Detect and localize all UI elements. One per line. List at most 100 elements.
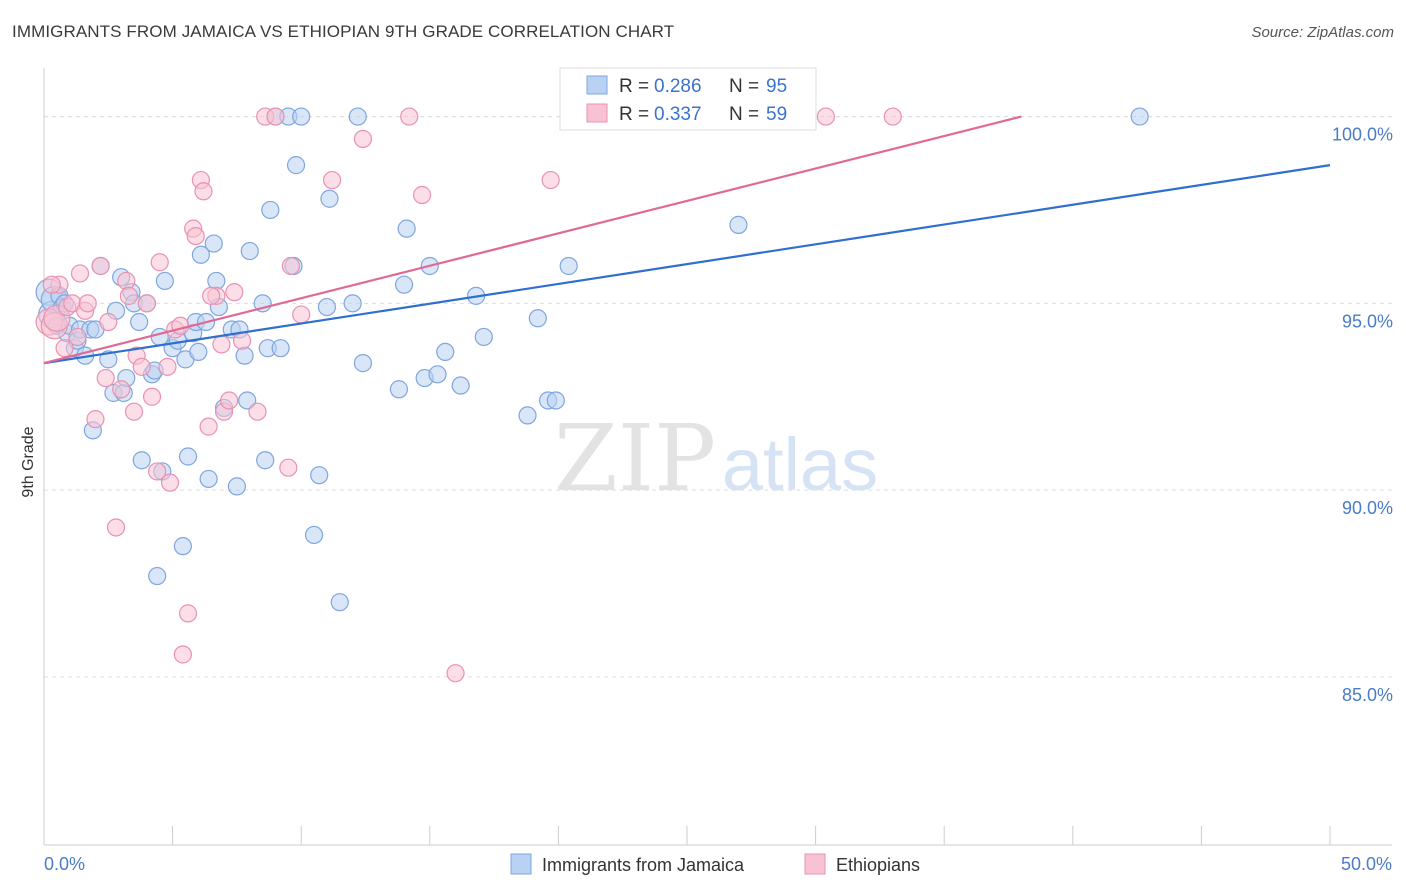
legend-r-value-ethiopians: 0.337 — [654, 104, 702, 125]
legend-r-label-jamaica: R = — [619, 76, 649, 97]
ethiopians-point-7 — [70, 264, 90, 283]
ethiopians-point-51 — [446, 664, 465, 683]
jamaica-point-90 — [729, 215, 748, 234]
jamaica-point-80 — [451, 376, 470, 395]
chart-title: IMMIGRANTS FROM JAMAICA VS ETHIOPIAN 9TH… — [12, 22, 675, 41]
legend-n-label-ethiopians: N = — [729, 104, 759, 125]
jamaica-point-72 — [353, 354, 373, 373]
ethiopians-point-14 — [112, 380, 131, 399]
jamaica-point-84 — [528, 309, 547, 328]
jamaica-point-36 — [173, 537, 192, 556]
jamaica-point-38 — [178, 447, 198, 466]
x-tick-label-min: 0.0% — [44, 854, 85, 874]
ethiopians-point-9 — [78, 294, 97, 313]
jamaica-point-53 — [238, 391, 257, 410]
ethiopians-point-10 — [86, 410, 105, 429]
ethiopians-point-17 — [124, 402, 144, 421]
jamaica-point-63 — [286, 156, 306, 175]
ethiopians-point-46 — [292, 305, 311, 324]
legend-swatch-ethiopians — [586, 103, 608, 123]
jamaica-point-82 — [474, 327, 493, 347]
jamaica-point-68 — [320, 189, 339, 208]
watermark: ZIP atlas — [554, 405, 878, 512]
jamaica-trend-line — [43, 164, 1331, 365]
ethiopians-point-56 — [55, 339, 74, 358]
jamaica-point-56 — [256, 451, 275, 470]
jamaica-point-75 — [397, 219, 416, 238]
jamaica-point-26 — [132, 451, 151, 470]
jamaica-point-70 — [343, 294, 362, 313]
bottom-legend-swatch-ethiopians — [804, 853, 826, 875]
jamaica-point-45 — [204, 234, 223, 253]
series-jamaica-points — [35, 107, 1149, 612]
ethiopians-point-48 — [353, 129, 373, 149]
legend-n-value-ethiopians: 59 — [766, 104, 787, 125]
ethiopians-point-34 — [199, 417, 218, 436]
y-tick-label-95: 95.0% — [1342, 311, 1393, 331]
ethiopians-point-20 — [137, 294, 156, 313]
jamaica-point-79 — [436, 342, 455, 362]
jamaica-point-30 — [148, 566, 167, 586]
bottom-legend: Immigrants from Jamaica Ethiopians — [510, 853, 920, 875]
ethiopians-point-57 — [96, 368, 115, 388]
legend-swatch-jamaica — [586, 75, 608, 95]
jamaica-point-83 — [518, 406, 537, 425]
ethiopians-point-29 — [178, 604, 198, 623]
ethiopians-point-11 — [91, 256, 110, 276]
jamaica-point-17 — [99, 350, 118, 369]
ethiopians-point-23 — [150, 253, 169, 272]
ethiopians-point-33 — [194, 182, 213, 201]
ethiopians-point-38 — [220, 391, 239, 410]
jamaica-point-86 — [546, 391, 565, 410]
jamaica-point-41 — [189, 342, 208, 362]
ethiopians-point-15 — [117, 271, 136, 291]
ethiopians-point-24 — [158, 357, 177, 376]
jamaica-point-91 — [1130, 107, 1149, 126]
ethiopians-point-40 — [232, 331, 252, 350]
ethiopians-point-45 — [281, 256, 301, 276]
jamaica-point-52 — [235, 346, 254, 365]
ethiopians-point-6 — [68, 327, 87, 347]
ethiopians-point-19 — [132, 357, 151, 376]
legend-r-label-ethiopians: R = — [619, 104, 649, 125]
ethiopians-point-36 — [212, 335, 231, 354]
bottom-legend-label-ethiopians: Ethiopians — [836, 855, 920, 875]
ethiopians-point-43 — [266, 107, 285, 126]
jamaica-point-33 — [155, 271, 174, 291]
y-tick-label-85: 85.0% — [1342, 685, 1393, 705]
y-tick-label-100: 100.0% — [1332, 125, 1393, 145]
jamaica-point-67 — [317, 297, 337, 317]
jamaica-point-74 — [394, 275, 414, 294]
ethiopians-point-13 — [106, 518, 126, 537]
ethiopians-point-22 — [148, 462, 167, 481]
ethiopians-point-49 — [400, 107, 419, 126]
ethiopians-point-31 — [186, 227, 205, 246]
legend-n-label-jamaica: N = — [729, 76, 759, 97]
ethiopians-point-12 — [99, 312, 118, 332]
y-axis-tick-labels: 85.0% 90.0% 95.0% 100.0% — [1332, 125, 1393, 705]
ethiopians-point-39 — [225, 283, 244, 302]
jamaica-point-66 — [310, 466, 329, 485]
bottom-legend-swatch-jamaica — [510, 853, 532, 875]
bottom-legend-label-jamaica: Immigrants from Jamaica — [542, 855, 745, 875]
jamaica-point-71 — [348, 107, 367, 126]
jamaica-point-25 — [130, 312, 149, 332]
jamaica-point-87 — [559, 256, 578, 276]
ethiopians-point-41 — [248, 402, 267, 421]
jamaica-point-64 — [292, 107, 311, 126]
ethiopians-point-47 — [322, 170, 342, 190]
jamaica-point-50 — [227, 477, 246, 496]
source-label: Source: ZipAtlas.com — [1251, 24, 1394, 41]
ethiopians-point-16 — [119, 286, 138, 305]
x-tick-label-max: 50.0% — [1341, 854, 1392, 874]
jamaica-point-44 — [199, 469, 218, 489]
ethiopians-point-52 — [541, 170, 560, 190]
y-tick-label-90: 90.0% — [1342, 498, 1393, 518]
trend-lines — [43, 115, 1331, 365]
ethiopians-point-55 — [42, 275, 61, 294]
jamaica-point-54 — [240, 241, 259, 261]
ethiopians-point-25 — [160, 473, 180, 492]
ethiopians-trend-line — [43, 115, 1022, 365]
stats-legend: R = 0.286 N = 95 R = 0.337 N = 59 — [559, 67, 817, 131]
